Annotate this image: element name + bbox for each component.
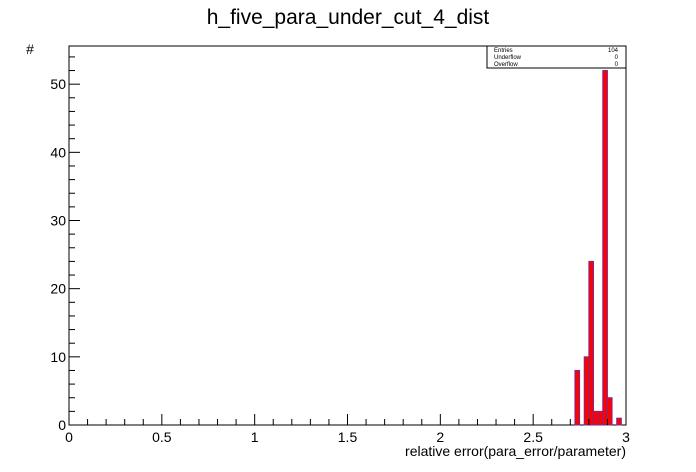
histogram-bar-2 bbox=[588, 260, 595, 426]
stats-overflow-label: Overflow bbox=[494, 62, 518, 68]
plot-frame bbox=[68, 45, 627, 426]
x-tick-label: 2.5 bbox=[523, 429, 543, 445]
y-tick-label: 50 bbox=[50, 76, 66, 92]
histogram-bar-0 bbox=[574, 369, 581, 426]
chart-title: h_five_para_under_cut_4_dist bbox=[207, 6, 490, 29]
stats-underflow-label: Underflow bbox=[494, 55, 522, 61]
histogram-bar-6 bbox=[606, 397, 613, 426]
histogram-bars bbox=[574, 70, 622, 426]
y-tick-label: 0 bbox=[58, 417, 66, 433]
x-axis-label: relative error(para_error/parameter) bbox=[405, 443, 626, 459]
histogram-bar-1 bbox=[583, 356, 590, 426]
x-tick-label: 0.5 bbox=[152, 429, 172, 445]
stats-box: Entries 104 Underflow 0 Overflow 0 bbox=[486, 45, 627, 69]
y-axis: 0 10 20 30 40 50 bbox=[50, 56, 80, 433]
stats-underflow-value: 0 bbox=[615, 55, 619, 61]
y-axis-label: # bbox=[26, 41, 34, 57]
x-tick-label: 0 bbox=[65, 429, 73, 445]
stats-box-frame bbox=[486, 45, 627, 69]
y-tick-label: 30 bbox=[50, 213, 66, 229]
y-tick-label: 10 bbox=[50, 349, 66, 365]
x-tick-label: 3 bbox=[622, 429, 630, 445]
histogram-bar-3 bbox=[593, 410, 599, 426]
x-tick-label: 1.5 bbox=[338, 429, 358, 445]
y-tick-label: 40 bbox=[50, 144, 66, 160]
histogram-bar-4 bbox=[597, 410, 604, 426]
x-tick-label: 1 bbox=[251, 429, 259, 445]
histogram-bar-5 bbox=[602, 70, 608, 426]
x-axis: 0 0.5 1 1.5 2 2.5 3 bbox=[65, 414, 630, 445]
y-tick-label: 20 bbox=[50, 281, 66, 297]
x-tick-label: 2 bbox=[436, 429, 444, 445]
stats-entries-value: 104 bbox=[608, 48, 619, 54]
stats-overflow-value: 0 bbox=[615, 62, 619, 68]
histogram-bar-7 bbox=[616, 417, 622, 426]
stats-entries-label: Entries bbox=[494, 48, 513, 54]
